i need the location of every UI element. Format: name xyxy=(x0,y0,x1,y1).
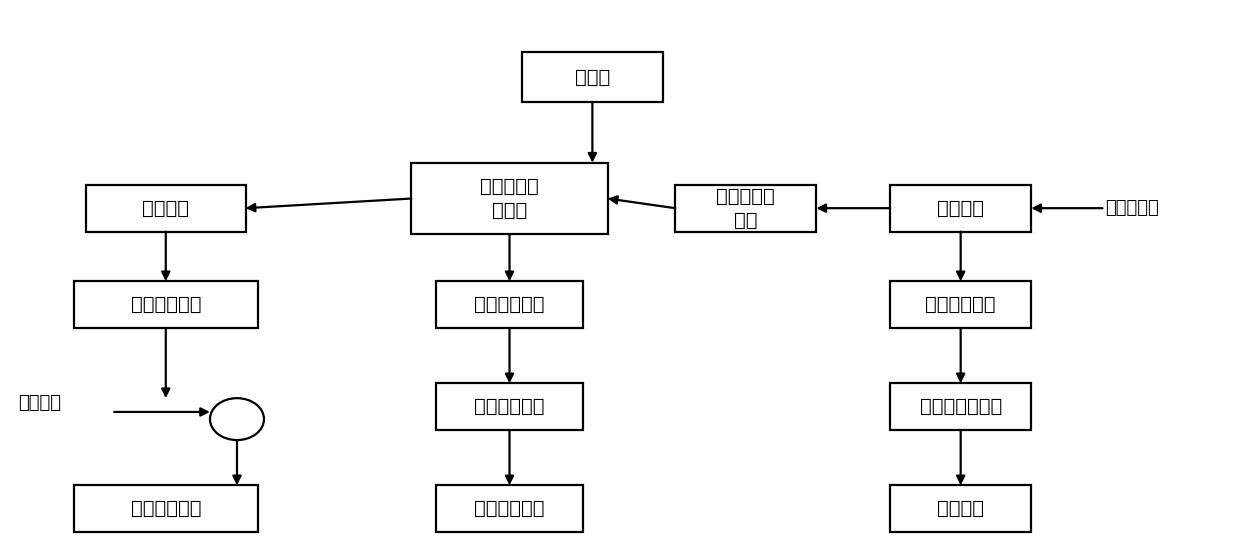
Text: 超声波传感器: 超声波传感器 xyxy=(925,295,996,314)
Ellipse shape xyxy=(210,398,264,440)
Bar xyxy=(435,281,583,328)
Text: 深度图谱: 深度图谱 xyxy=(937,499,985,518)
Text: 形貌信号输出: 形貌信号输出 xyxy=(474,499,544,518)
Text: 三维位移平台: 三维位移平台 xyxy=(474,397,544,416)
Bar xyxy=(412,163,608,234)
Text: 超声波测距模块: 超声波测距模块 xyxy=(920,397,1002,416)
Bar xyxy=(890,185,1032,232)
Bar xyxy=(890,383,1032,430)
Bar xyxy=(522,52,663,102)
Text: 生物细胞: 生物细胞 xyxy=(937,199,985,218)
Bar xyxy=(435,485,583,532)
Text: 探测器: 探测器 xyxy=(575,68,610,87)
Bar xyxy=(890,281,1032,328)
Text: 振幅检测: 振幅检测 xyxy=(143,199,190,218)
Bar xyxy=(890,485,1032,532)
Text: 探针位移检
测模块: 探针位移检 测模块 xyxy=(480,177,539,220)
Bar xyxy=(73,281,258,328)
Bar xyxy=(86,185,246,232)
Text: 超声波信号: 超声波信号 xyxy=(1105,199,1158,217)
Text: 探针控制模块: 探针控制模块 xyxy=(474,295,544,314)
Bar xyxy=(73,485,258,532)
Bar xyxy=(435,383,583,430)
Bar xyxy=(676,185,816,232)
Text: 声学信号输出: 声学信号输出 xyxy=(130,499,201,518)
Text: 超声波响应
信号: 超声波响应 信号 xyxy=(717,187,775,229)
Text: 锁相放大电路: 锁相放大电路 xyxy=(130,295,201,314)
Text: 参考信号: 参考信号 xyxy=(19,394,62,412)
